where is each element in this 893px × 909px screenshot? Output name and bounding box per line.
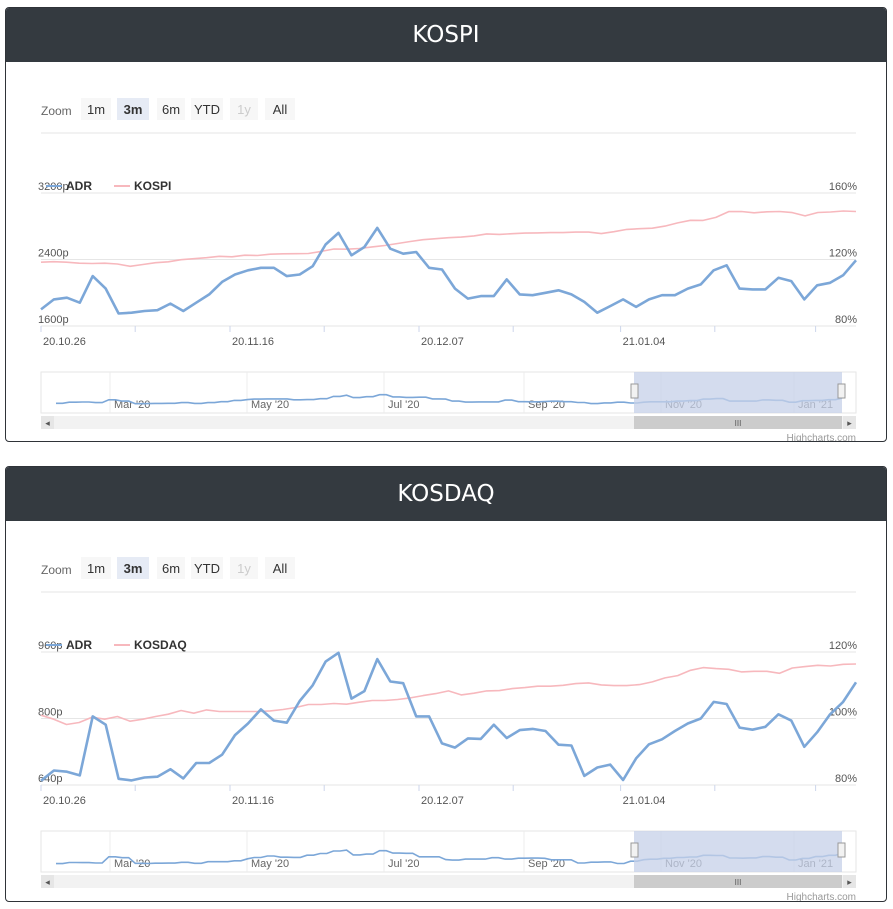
scrollbar-thumb[interactable] <box>634 875 842 888</box>
kosdaq-chart: Zoom 1m 3m 6m YTD 1y All 20.10.26 20.11.16 20.12.… <box>38 557 858 901</box>
navigator-label: Jul '20 <box>388 858 419 870</box>
x-tick-label: 20.12.07 <box>421 336 464 348</box>
series-line-adr <box>40 226 857 315</box>
legend-item-kosdaq[interactable]: KOSDAQ <box>134 638 187 652</box>
navigator-label: Mar '20 <box>114 858 150 870</box>
scrollbar-left-button[interactable] <box>41 416 54 429</box>
zoom-button-3m[interactable]: 3m <box>124 561 143 576</box>
zoom-button-bg[interactable] <box>265 557 295 579</box>
navigator-handle-left[interactable] <box>630 383 639 399</box>
zoom-button-all[interactable]: All <box>273 561 288 576</box>
kospi-chart: Zoom 1m 3m 6m YTD 1y All 20.10.26 20.11.16 20.12.… <box>38 98 857 442</box>
navigator-label: Jul '20 <box>388 399 419 411</box>
zoom-button-bg[interactable] <box>117 557 149 579</box>
right-axis-label: 80% <box>835 773 857 785</box>
zoom-button-bg[interactable] <box>230 557 258 579</box>
zoom-button-1m[interactable]: 1m <box>87 561 105 576</box>
zoom-button-bg[interactable] <box>157 557 185 579</box>
zoom-button-bg[interactable] <box>157 98 185 120</box>
x-tick-label: 20.11.16 <box>232 336 274 348</box>
scrollbar-right-button[interactable] <box>843 875 856 888</box>
scrollbar-left-button[interactable] <box>41 875 54 888</box>
arrow-left-icon[interactable]: ◂ <box>45 418 50 428</box>
zoom-button-ytd[interactable]: YTD <box>194 561 220 576</box>
right-axis-label: 80% <box>835 314 857 326</box>
zoom-button-bg[interactable] <box>191 557 223 579</box>
zoom-button-3m[interactable]: 3m <box>124 102 143 117</box>
x-tick-label: 20.10.26 <box>43 795 86 807</box>
legend-item-adr[interactable]: ADR <box>66 179 92 193</box>
scrollbar-thumb[interactable] <box>634 416 842 429</box>
navigator-selection[interactable] <box>634 831 842 872</box>
scrollbar-grip: III <box>735 878 742 887</box>
arrow-left-icon[interactable]: ◂ <box>45 877 50 887</box>
left-axis-label: 1600p <box>38 314 69 326</box>
series-line-kospi <box>40 210 857 268</box>
arrow-right-icon[interactable]: ▸ <box>847 418 852 428</box>
left-axis-label: 800p <box>38 707 62 719</box>
scrollbar-right-button[interactable] <box>843 416 856 429</box>
series-line-kosdaq <box>40 663 857 726</box>
zoom-label: Zoom <box>41 563 72 577</box>
zoom-button-bg[interactable] <box>117 98 149 120</box>
navigator-selection[interactable] <box>634 372 842 413</box>
credits-link[interactable]: Highcharts.com <box>787 433 856 442</box>
navigator-handle-right[interactable] <box>837 383 846 399</box>
zoom-button-bg[interactable] <box>81 98 111 120</box>
zoom-button-bg[interactable] <box>191 98 223 120</box>
zoom-button-6m[interactable]: 6m <box>162 561 180 576</box>
navigator-handle-right[interactable] <box>837 842 846 858</box>
navigator-handle-left[interactable] <box>630 842 639 858</box>
x-tick-label: 20.10.26 <box>43 336 86 348</box>
zoom-button-bg[interactable] <box>230 98 258 120</box>
left-axis-label: 640p <box>38 773 62 785</box>
panel-title: KOSDAQ <box>6 467 886 521</box>
right-axis-label: 120% <box>829 640 857 652</box>
zoom-button-1y[interactable]: 1y <box>237 102 251 117</box>
series-line-adr <box>40 651 858 782</box>
zoom-button-all[interactable]: All <box>273 102 288 117</box>
panel-title: KOSPI <box>6 8 886 62</box>
arrow-right-icon[interactable]: ▸ <box>847 877 852 887</box>
x-tick-label: 20.11.16 <box>232 795 274 807</box>
left-axis-label: 2400p <box>38 248 69 260</box>
zoom-button-ytd[interactable]: YTD <box>194 102 220 117</box>
zoom-button-6m[interactable]: 6m <box>162 102 180 117</box>
zoom-button-1m[interactable]: 1m <box>87 102 105 117</box>
zoom-label: Zoom <box>41 104 72 118</box>
zoom-button-bg[interactable] <box>265 98 295 120</box>
navigator-label: Mar '20 <box>114 399 150 411</box>
x-tick-label: 20.12.07 <box>421 795 464 807</box>
legend-item-kospi[interactable]: KOSPI <box>134 179 171 193</box>
x-tick-label: 21.01.04 <box>623 336 666 348</box>
navigator-label: May '20 <box>251 858 289 870</box>
zoom-button-1y[interactable]: 1y <box>237 561 251 576</box>
navigator-label: May '20 <box>251 399 289 411</box>
legend-item-adr[interactable]: ADR <box>66 638 92 652</box>
navigator-label: Sep '20 <box>528 858 565 870</box>
x-tick-label: 21.01.04 <box>623 795 666 807</box>
kospi-panel: KOSPI Zoom 1m 3m 6m YTD 1y All 20.10.26 20.11.16… <box>5 7 887 442</box>
kosdaq-panel: KOSDAQ Zoom 1m 3m 6m YTD 1y All 20.10.26 20.11.1… <box>5 466 887 902</box>
right-axis-label: 120% <box>829 248 857 260</box>
credits-link[interactable]: Highcharts.com <box>787 892 856 901</box>
right-axis-label: 160% <box>829 181 857 193</box>
scrollbar-grip: III <box>735 419 742 428</box>
zoom-button-bg[interactable] <box>81 557 111 579</box>
